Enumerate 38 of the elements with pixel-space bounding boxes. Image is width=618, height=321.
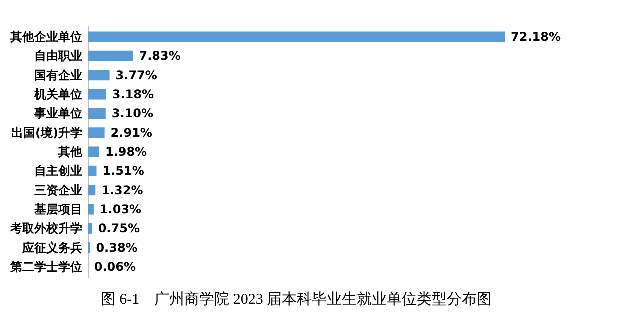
data-label: 1.51% bbox=[102, 164, 144, 178]
y-tick-label: 第二学士学位 bbox=[10, 260, 82, 274]
data-label: 7.83% bbox=[139, 49, 181, 64]
data-label: 2.91% bbox=[110, 126, 152, 140]
data-label: 72.18% bbox=[511, 30, 561, 44]
bar bbox=[88, 108, 106, 119]
y-tick-label: 应征义务兵 bbox=[22, 240, 82, 255]
y-tick-label: 机关单位 bbox=[34, 88, 82, 102]
bar bbox=[88, 128, 105, 138]
data-label: 1.98% bbox=[105, 145, 148, 159]
y-tick-label: 三资企业 bbox=[34, 183, 82, 198]
y-tick-label: 事业单位 bbox=[34, 106, 82, 121]
data-label: 3.77% bbox=[116, 68, 158, 82]
data-label: 0.38% bbox=[96, 240, 138, 255]
bar bbox=[88, 223, 92, 234]
bar bbox=[88, 50, 134, 62]
bar bbox=[88, 70, 110, 81]
y-tick-label: 国有企业 bbox=[34, 68, 82, 82]
data-label: 0.75% bbox=[98, 222, 140, 236]
y-tick-label: 自由职业 bbox=[34, 49, 82, 64]
y-tick-label: 自主创业 bbox=[34, 164, 82, 178]
bar bbox=[88, 89, 106, 100]
data-label: 1.32% bbox=[102, 183, 144, 198]
bar bbox=[88, 204, 94, 215]
data-label: 3.18% bbox=[112, 88, 154, 102]
data-label: 1.03% bbox=[100, 202, 142, 216]
y-tick-label: 基层项目 bbox=[34, 202, 82, 216]
data-label: 0.06% bbox=[94, 260, 136, 274]
text: 图 6-1 广州商学院 2023 届本科毕业生就业单位类型分布图 bbox=[100, 291, 492, 308]
y-tick-label: 其他 bbox=[58, 145, 84, 159]
y-tick-label: 考取外校升学 bbox=[10, 222, 82, 236]
bar bbox=[88, 185, 96, 196]
data-label: 3.10% bbox=[112, 106, 154, 121]
y-tick-label: 出国(境)升学 bbox=[12, 126, 82, 140]
bar bbox=[88, 166, 97, 176]
bar bbox=[88, 32, 505, 42]
bar bbox=[88, 146, 100, 158]
y-tick-label: 其他企业单位 bbox=[10, 30, 82, 44]
